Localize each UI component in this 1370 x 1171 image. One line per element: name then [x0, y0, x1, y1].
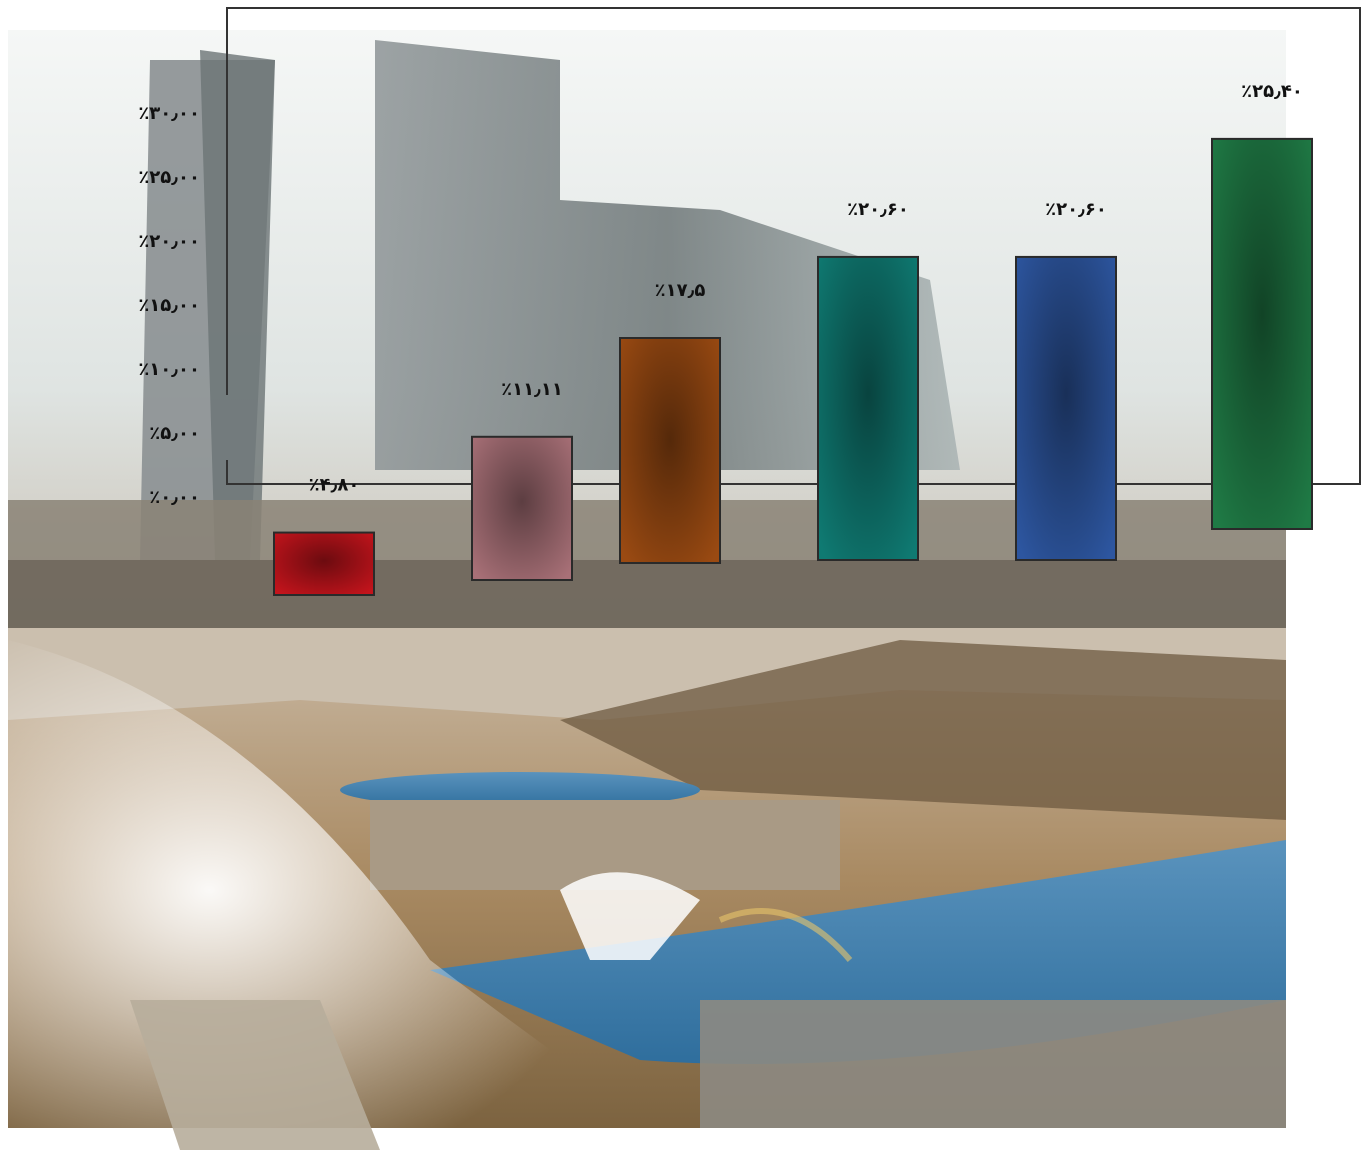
y-tick-label: ٪۰٫۰۰ — [149, 487, 200, 508]
bar-shading — [1213, 140, 1311, 528]
bars-group — [274, 139, 1312, 595]
bar-value-label: ٪۲۰٫۶۰ — [1045, 199, 1107, 220]
y-tick-label: ٪۳۰٫۰۰ — [138, 103, 200, 124]
y-tick-label: ٪۲۵٫۰۰ — [138, 167, 200, 188]
bar-value-label: ٪۲۰٫۶۰ — [847, 199, 909, 220]
bar-shading — [473, 438, 571, 579]
y-tick-label: ٪۵٫۰۰ — [149, 423, 200, 444]
bar-shading — [819, 258, 917, 559]
bar-value-label: ٪۲۵٫۴۰ — [1241, 81, 1303, 102]
y-axis-ticks: ٪۰٫۰۰ ٪۵٫۰۰ ٪۱۰٫۰۰ ٪۱۵٫۰۰ ٪۲۰٫۰۰ ٪۲۵٫۰۰ ٪۳۰٫۰۰ — [138, 103, 200, 508]
value-labels-group: ٪۴٫۸۰ ٪۱۱٫۱۱ ٪۱۷٫۵ ٪۲۰٫۶۰ ٪۲۰٫۶۰ ٪۲۵٫۴۰ — [309, 81, 1303, 496]
y-tick-label: ٪۱۰٫۰۰ — [138, 359, 200, 380]
bar-shading — [1017, 258, 1115, 559]
bar-value-label: ٪۴٫۸۰ — [309, 475, 360, 496]
bar-value-label: ٪۱۷٫۵ — [655, 280, 706, 301]
y-tick-label: ٪۱۵٫۰۰ — [138, 295, 200, 316]
y-tick-label: ٪۲۰٫۰۰ — [138, 231, 200, 252]
bar-shading — [275, 534, 373, 594]
bar-shading — [621, 339, 719, 562]
bar-value-label: ٪۱۱٫۱۱ — [501, 379, 563, 400]
